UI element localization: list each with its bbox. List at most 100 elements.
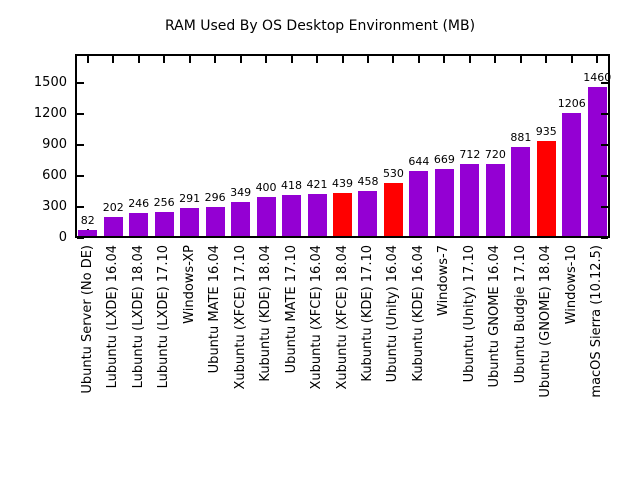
bar-value-label: 1206 <box>557 97 586 111</box>
x-tick-label: Xubuntu (XFCE) 16.04 <box>309 245 325 390</box>
y-tick-mark-right <box>601 237 608 239</box>
x-tick-mark-top <box>519 56 522 63</box>
x-tick-label: Windows-XP <box>181 245 197 324</box>
bar <box>78 229 98 238</box>
x-tick-mark-top <box>265 56 268 63</box>
bar-value-label: 881 <box>510 130 532 144</box>
y-tick-mark-right <box>601 81 608 84</box>
x-tick-label: Ubuntu MATE 17.10 <box>283 245 299 374</box>
x-tick-mark-top <box>443 56 446 63</box>
x-tick-label: Windows-10 <box>563 245 579 325</box>
bar-value-label: 720 <box>484 147 506 161</box>
x-tick-label: Ubuntu Server (No DE) <box>79 245 95 394</box>
bar <box>180 207 200 238</box>
bar-value-label: 1460 <box>583 71 612 85</box>
x-tick-mark-top <box>239 56 242 63</box>
y-tick-mark-right <box>601 205 608 208</box>
bar-value-label: 935 <box>535 125 557 139</box>
x-tick-mark-top <box>570 56 573 63</box>
bar-value-label: 291 <box>179 191 201 205</box>
x-tick-label: Ubuntu MATE 16.04 <box>207 245 223 374</box>
x-tick-mark-top <box>545 56 548 63</box>
x-tick-label: Kubuntu (KDE) 18.04 <box>258 245 274 382</box>
bar-highlighted <box>536 141 556 238</box>
bar <box>256 196 276 238</box>
bar <box>460 164 480 238</box>
y-tick-mark-right <box>601 174 608 177</box>
x-tick-mark-top <box>341 56 344 63</box>
x-tick-mark-top <box>290 56 293 63</box>
x-tick-mark-top <box>392 56 395 63</box>
bar <box>358 190 378 238</box>
x-tick-label: Ubuntu (Unity) 17.10 <box>461 245 477 383</box>
bar-highlighted <box>333 192 352 238</box>
bar <box>231 201 251 238</box>
y-tick-label: 300 <box>42 198 67 214</box>
bar <box>562 113 582 238</box>
x-tick-label: Windows-7 <box>436 245 452 316</box>
x-tick-label: Ubuntu Budgie 17.10 <box>512 245 528 384</box>
x-tick-mark-top <box>214 56 217 63</box>
bar-value-label: 349 <box>230 185 252 199</box>
bar-value-label: 439 <box>332 176 353 190</box>
y-tick-label: 1500 <box>33 74 67 90</box>
x-tick-label: Ubuntu (Unity) 16.04 <box>385 245 401 383</box>
bar-value-label: 256 <box>153 195 175 209</box>
bar <box>282 194 302 238</box>
y-tick-mark-right <box>601 143 608 146</box>
x-tick-mark-top <box>86 56 89 63</box>
x-tick-mark-top <box>417 56 420 63</box>
y-tick-label: 900 <box>42 136 67 152</box>
bar <box>129 212 149 238</box>
y-tick-mark-left <box>77 174 84 177</box>
x-tick-mark-top <box>137 56 140 63</box>
y-tick-label: 1200 <box>33 105 67 121</box>
bar <box>103 217 123 238</box>
y-tick-mark-left <box>77 205 84 208</box>
bar-value-label: 421 <box>306 178 328 192</box>
x-tick-label: Kubuntu (KDE) 17.10 <box>359 245 375 382</box>
y-tick-label: 0 <box>58 230 67 245</box>
bar-value-label: 82 <box>80 213 95 227</box>
bar <box>511 146 531 238</box>
x-tick-mark-top <box>112 56 115 63</box>
x-tick-label: Xubuntu (XFCE) 18.04 <box>334 245 350 390</box>
x-tick-label: Ubuntu GNOME 16.04 <box>487 245 503 388</box>
x-tick-mark-top <box>596 56 599 63</box>
bar-value-label: 669 <box>433 152 455 166</box>
bar-value-label: 202 <box>102 201 124 215</box>
x-tick-mark-top <box>366 56 369 63</box>
x-tick-label: Ubuntu (GNOME) 18.04 <box>538 245 554 398</box>
y-tick-mark-right <box>601 112 608 115</box>
x-tick-mark-top <box>468 56 471 63</box>
y-tick-label: 600 <box>42 167 67 183</box>
chart-title: RAM Used By OS Desktop Environment (MB) <box>164 18 476 34</box>
bar-value-label: 400 <box>255 180 277 194</box>
x-tick-label: Xubuntu (XFCE) 17.10 <box>232 245 248 390</box>
x-tick-label: Lubuntu (LXDE) 17.10 <box>156 245 172 389</box>
x-tick-mark-top <box>188 56 191 63</box>
bar <box>434 168 454 238</box>
bar-value-label: 530 <box>382 167 404 181</box>
x-tick-label: Lubuntu (LXDE) 16.04 <box>105 245 121 389</box>
bar-value-label: 296 <box>204 191 226 205</box>
x-tick-mark-top <box>163 56 166 63</box>
y-tick-mark-left <box>77 112 84 115</box>
bar-value-label: 246 <box>128 196 150 210</box>
y-tick-mark-left <box>77 143 84 146</box>
bar-value-label: 458 <box>357 174 379 188</box>
y-tick-mark-left <box>77 237 84 239</box>
x-tick-label: Kubuntu (KDE) 16.04 <box>410 245 426 382</box>
y-tick-mark-left <box>77 81 84 84</box>
bar <box>154 211 174 238</box>
bar-value-label: 418 <box>281 178 303 192</box>
bar-value-label: 644 <box>408 155 430 169</box>
bar-value-label: 712 <box>459 148 481 162</box>
x-tick-mark-top <box>494 56 497 63</box>
x-tick-mark-top <box>316 56 319 63</box>
bar <box>485 163 505 238</box>
bar <box>205 207 225 238</box>
x-tick-label: macOS Sierra (10.12.5) <box>589 245 605 398</box>
x-tick-label: Lubuntu (LXDE) 18.04 <box>130 245 146 389</box>
